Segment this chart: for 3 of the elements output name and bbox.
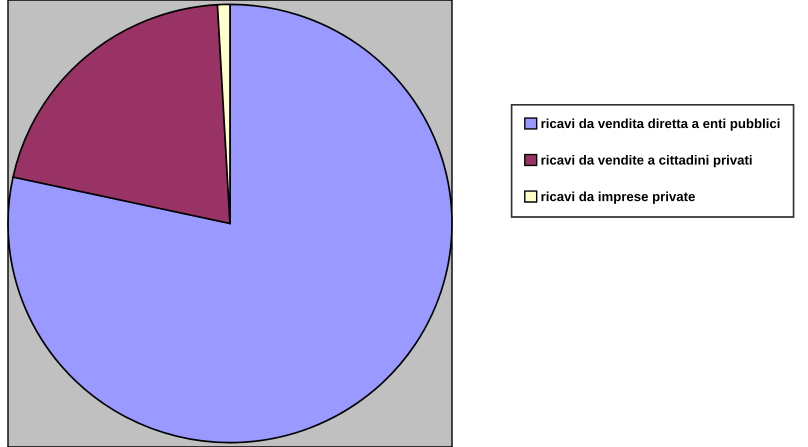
legend-label: ricavi da imprese private	[541, 192, 695, 204]
legend-label: ricavi da vendita diretta a enti pubblici	[541, 118, 780, 131]
legend-label: ricavi da vendite a cittadini privati	[541, 155, 752, 168]
